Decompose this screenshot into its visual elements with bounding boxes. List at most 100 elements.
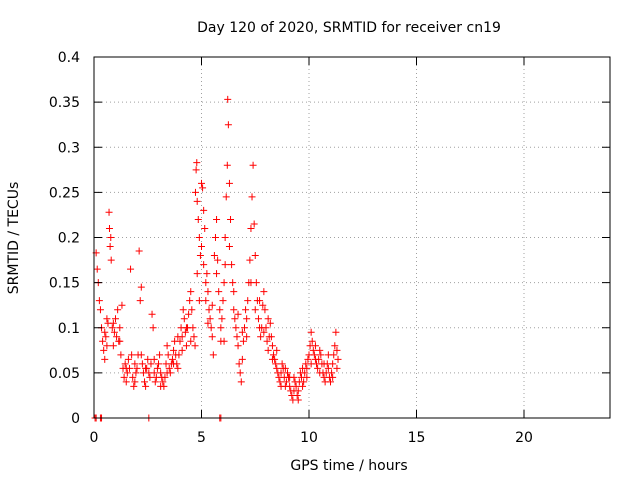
data-point	[309, 346, 317, 354]
data-point	[220, 337, 228, 345]
data-point	[127, 265, 135, 273]
y-tick-label: 0	[71, 411, 80, 427]
data-point	[108, 324, 116, 332]
data-point	[131, 378, 139, 386]
data-point	[251, 306, 259, 314]
data-point	[281, 364, 289, 372]
data-point	[246, 256, 254, 264]
data-point	[272, 360, 280, 368]
data-point	[153, 364, 161, 372]
data-point	[191, 188, 199, 196]
y-tick-label: 0.3	[58, 140, 80, 156]
data-point	[225, 179, 233, 187]
data-point	[157, 369, 165, 377]
data-point	[151, 378, 159, 386]
data-point	[122, 378, 130, 386]
data-point	[256, 297, 264, 305]
data-point	[123, 369, 131, 377]
data-point	[254, 315, 262, 323]
data-point	[299, 382, 307, 390]
data-point	[102, 333, 110, 341]
data-point	[198, 179, 205, 187]
data-point	[237, 378, 245, 386]
data-point	[198, 243, 205, 251]
data-point	[147, 360, 155, 368]
data-point	[333, 346, 341, 354]
data-point	[270, 351, 278, 359]
data-point	[204, 288, 212, 296]
data-point	[220, 279, 228, 287]
data-point	[333, 364, 341, 372]
data-point	[188, 306, 196, 314]
data-point	[238, 355, 246, 363]
data-point	[222, 193, 230, 201]
data-point	[113, 333, 121, 341]
data-point	[260, 328, 268, 336]
data-point	[142, 364, 150, 372]
data-point	[142, 382, 150, 390]
data-point	[128, 351, 136, 359]
data-point	[260, 288, 268, 296]
y-tick-label: 0.4	[58, 50, 80, 66]
data-point	[182, 342, 190, 350]
data-point	[199, 184, 207, 192]
x-tick-label: 15	[408, 430, 426, 446]
data-point	[235, 360, 243, 368]
data-point	[234, 342, 242, 350]
data-point	[190, 333, 198, 341]
data-point	[187, 288, 195, 296]
data-point	[203, 270, 211, 278]
data-point	[229, 279, 237, 287]
data-point	[124, 355, 132, 363]
data-point	[307, 328, 315, 336]
y-tick-label: 0.35	[49, 95, 80, 111]
data-point	[236, 369, 244, 377]
data-point	[105, 224, 113, 232]
data-point	[193, 270, 201, 278]
data-point	[99, 337, 107, 345]
data-point	[112, 315, 119, 323]
data-point	[141, 378, 149, 386]
data-point	[114, 306, 122, 314]
data-point	[230, 306, 238, 314]
data-point	[131, 360, 139, 368]
y-tick-label: 0.25	[49, 185, 80, 201]
data-point	[159, 378, 167, 386]
data-point	[331, 342, 339, 350]
data-point	[118, 301, 126, 309]
data-point	[202, 279, 210, 287]
data-point	[218, 315, 226, 323]
data-point	[300, 378, 308, 386]
data-point	[231, 315, 239, 323]
data-point	[268, 355, 276, 363]
data-point	[247, 279, 255, 287]
data-point	[316, 346, 324, 354]
data-point	[207, 324, 215, 332]
data-point	[290, 373, 298, 381]
data-point	[221, 234, 229, 241]
data-point	[327, 378, 334, 386]
data-point	[122, 364, 130, 372]
data-point	[179, 306, 187, 314]
data-point	[180, 315, 188, 323]
data-point	[293, 391, 301, 399]
data-point	[195, 297, 203, 305]
y-axis-label: SRMTID / TECUs	[6, 182, 22, 295]
data-point	[138, 360, 146, 368]
data-point	[208, 301, 216, 309]
data-point	[176, 337, 184, 345]
data-point	[238, 328, 246, 336]
data-point	[292, 382, 300, 390]
data-point	[209, 351, 217, 359]
data-point	[191, 342, 199, 350]
data-point	[273, 346, 281, 354]
data-point	[242, 306, 250, 314]
data-point	[277, 382, 285, 390]
data-point	[165, 364, 173, 372]
data-point	[205, 306, 213, 314]
data-point	[170, 360, 178, 368]
data-point	[244, 297, 252, 305]
data-point	[174, 333, 182, 341]
data-point	[247, 224, 255, 232]
data-point	[163, 369, 171, 377]
